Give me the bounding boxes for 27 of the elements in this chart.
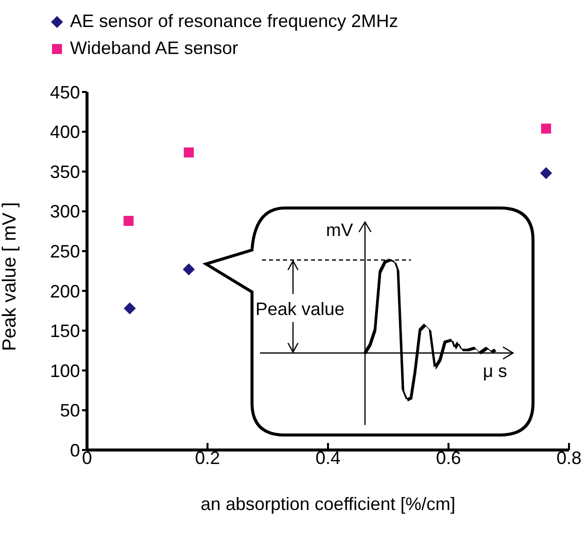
y-tick-label: 250	[50, 242, 80, 262]
annotation: Peak value	[255, 299, 345, 319]
y-tick-label: 200	[50, 281, 80, 302]
annotation: mV	[326, 220, 353, 240]
point	[541, 124, 552, 134]
x-axis-title: an absorption coefficient [%/cm]	[200, 494, 456, 514]
x-tick-label: 0.6	[436, 448, 462, 468]
y-tick-label: 50	[60, 400, 80, 421]
point	[182, 263, 195, 276]
y-axis-title: Peak value [ mV ]	[0, 202, 21, 351]
x-tick-label: 0.2	[194, 448, 220, 468]
point	[124, 216, 134, 226]
y-tick-label: 150	[50, 321, 80, 342]
y-tick-label: 450	[50, 82, 80, 102]
point	[540, 167, 552, 180]
point	[184, 147, 194, 158]
legend-label: AE sensor of resonance frequency 2MHz	[70, 11, 398, 32]
y-tick-label: 100	[50, 360, 80, 381]
x-tick-label: 0.4	[315, 448, 341, 468]
annotation: μ s	[482, 361, 508, 381]
point	[124, 302, 136, 314]
x-tick-label: 0.8	[556, 448, 582, 468]
x-tick-label: 0	[82, 448, 92, 468]
y-tick-label: 350	[50, 162, 80, 182]
y-tick-label: 400	[50, 122, 80, 142]
y-tick-label: 300	[50, 202, 80, 222]
legend-label: Wideband AE sensor	[70, 38, 238, 59]
